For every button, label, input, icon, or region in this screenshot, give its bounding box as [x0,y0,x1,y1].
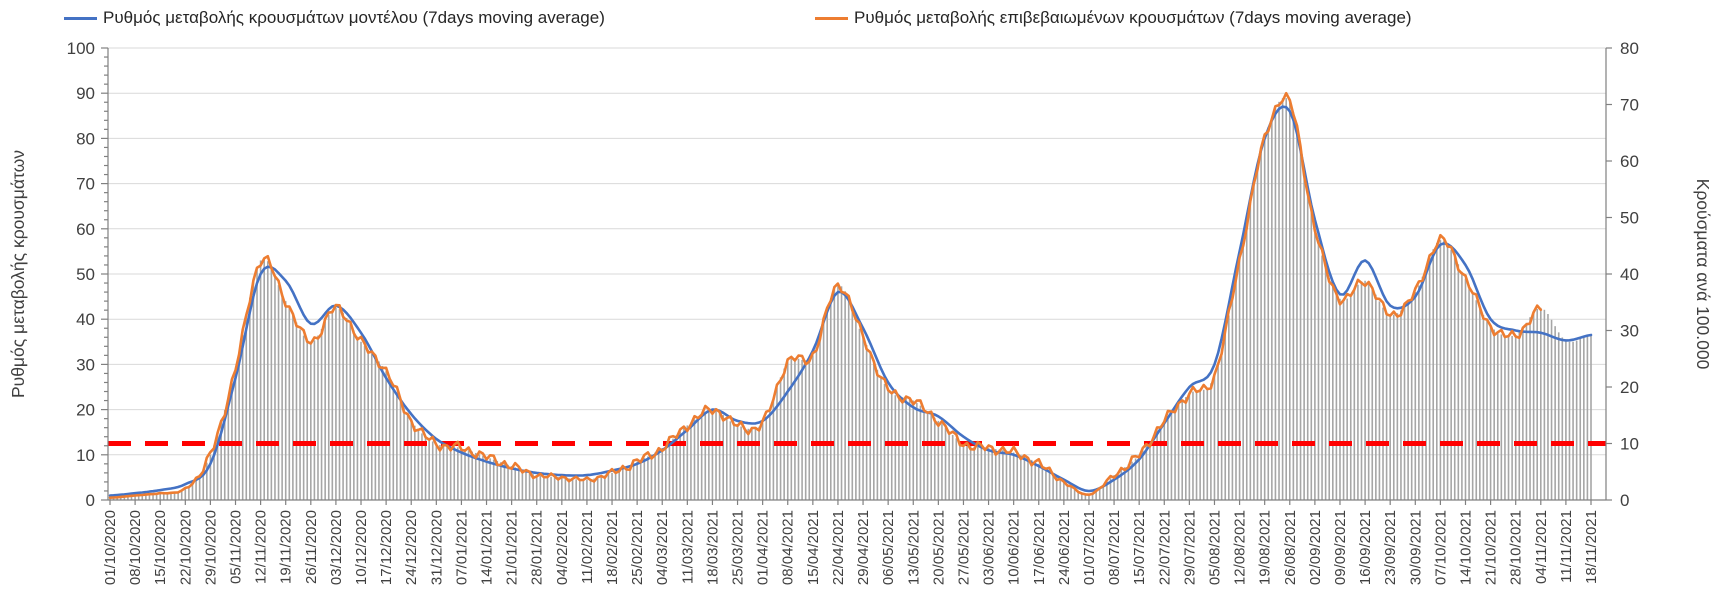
svg-text:28/01/2021: 28/01/2021 [529,510,546,585]
svg-text:40: 40 [1620,265,1639,284]
svg-text:17/06/2021: 17/06/2021 [1031,510,1048,585]
svg-text:30: 30 [1620,322,1639,341]
svg-text:12/08/2021: 12/08/2021 [1232,510,1249,585]
svg-text:26/08/2021: 26/08/2021 [1282,510,1299,585]
svg-text:11/02/2021: 11/02/2021 [579,510,596,584]
svg-text:30: 30 [76,355,95,374]
axis-titles: Ρυθμός μεταβολής κρουσμάτων Κρούσματα ανά… [8,150,1712,398]
svg-text:60: 60 [76,220,95,239]
svg-text:22/07/2021: 22/07/2021 [1156,510,1173,585]
svg-text:15/04/2021: 15/04/2021 [805,510,822,585]
svg-text:10/12/2020: 10/12/2020 [353,510,370,585]
svg-text:01/07/2021: 01/07/2021 [1081,510,1098,585]
svg-text:18/03/2021: 18/03/2021 [704,510,721,585]
bars-series [109,98,1592,501]
y-left-axis: 0 10 20 30 40 50 60 70 80 90 100 [67,39,108,510]
svg-text:16/09/2021: 16/09/2021 [1357,510,1374,585]
svg-text:50: 50 [76,265,95,284]
svg-text:21/01/2021: 21/01/2021 [504,510,521,585]
svg-text:40: 40 [76,310,95,329]
svg-text:20: 20 [76,401,95,420]
legend-label-model: Ρυθμός μεταβολής κρουσμάτων μοντέλου (7d… [103,8,605,27]
svg-text:15/07/2021: 15/07/2021 [1131,510,1148,585]
y-left-axis-title: Ρυθμός μεταβολής κρουσμάτων [8,150,28,398]
svg-text:23/09/2021: 23/09/2021 [1382,510,1399,585]
svg-text:08/07/2021: 08/07/2021 [1106,510,1123,585]
svg-text:10: 10 [76,446,95,465]
svg-text:25/03/2021: 25/03/2021 [730,510,747,585]
svg-text:19/08/2021: 19/08/2021 [1257,510,1274,585]
svg-text:10: 10 [1620,435,1639,454]
svg-text:01/10/2020: 01/10/2020 [102,510,119,585]
svg-text:22/04/2021: 22/04/2021 [830,510,847,585]
svg-text:70: 70 [76,175,95,194]
svg-text:29/07/2021: 29/07/2021 [1181,510,1198,585]
svg-text:04/02/2021: 04/02/2021 [554,510,571,585]
svg-text:30/09/2021: 30/09/2021 [1407,510,1424,585]
confirmed-line-swatch [815,16,848,20]
svg-text:26/11/2020: 26/11/2020 [303,510,320,584]
svg-text:0: 0 [1620,491,1629,510]
svg-text:15/10/2020: 15/10/2020 [152,510,169,585]
svg-text:20: 20 [1620,378,1639,397]
x-axis: 01/10/2020 08/10/2020 15/10/2020 22/10/2020… [102,500,1600,585]
svg-text:13/05/2021: 13/05/2021 [905,510,922,585]
model-line-swatch [64,16,97,20]
svg-text:14/10/2021: 14/10/2021 [1457,510,1474,585]
svg-text:01/04/2021: 01/04/2021 [755,510,772,585]
svg-text:09/09/2021: 09/09/2021 [1332,510,1349,585]
svg-text:10/06/2021: 10/06/2021 [1006,510,1023,585]
svg-text:31/12/2020: 31/12/2020 [428,510,445,585]
svg-text:50: 50 [1620,209,1639,228]
svg-text:29/10/2020: 29/10/2020 [202,510,219,585]
svg-text:17/12/2020: 17/12/2020 [378,510,395,585]
svg-text:27/05/2021: 27/05/2021 [955,510,972,585]
svg-text:21/10/2021: 21/10/2021 [1483,510,1500,585]
svg-text:80: 80 [1620,39,1639,58]
svg-text:100: 100 [67,39,95,58]
svg-text:70: 70 [1620,96,1639,115]
svg-text:11/11/2021: 11/11/2021 [1558,510,1575,583]
svg-text:12/11/2020: 12/11/2020 [253,510,270,584]
legend-item-model: Ρυθμός μεταβολής κρουσμάτων μοντέλου (7d… [64,8,605,28]
legend-item-confirmed: Ρυθμός μεταβολής επιβεβαιωμένων κρουσμάτ… [815,8,1412,28]
svg-text:25/02/2021: 25/02/2021 [629,510,646,585]
confirmed-line-series [108,91,1543,500]
svg-text:08/10/2020: 08/10/2020 [127,510,144,585]
svg-text:18/02/2021: 18/02/2021 [604,510,621,585]
svg-text:11/03/2021: 11/03/2021 [679,510,696,584]
svg-text:60: 60 [1620,152,1639,171]
svg-text:02/09/2021: 02/09/2021 [1307,510,1324,585]
svg-text:90: 90 [76,84,95,103]
svg-text:05/08/2021: 05/08/2021 [1206,510,1223,585]
svg-text:24/06/2021: 24/06/2021 [1056,510,1073,585]
svg-text:03/06/2021: 03/06/2021 [981,510,998,585]
svg-text:18/11/2021: 18/11/2021 [1583,510,1600,584]
svg-text:03/12/2020: 03/12/2020 [328,510,345,585]
svg-text:20/05/2021: 20/05/2021 [930,510,947,585]
svg-text:08/04/2021: 08/04/2021 [780,510,797,585]
svg-text:29/04/2021: 29/04/2021 [855,510,872,585]
svg-text:22/10/2020: 22/10/2020 [177,510,194,585]
legend-label-confirmed: Ρυθμός μεταβολής επιβεβαιωμένων κρουσμάτ… [854,8,1412,27]
svg-text:24/12/2020: 24/12/2020 [403,510,420,585]
svg-text:0: 0 [86,491,95,510]
svg-text:04/03/2021: 04/03/2021 [654,510,671,585]
svg-text:04/11/2021: 04/11/2021 [1533,510,1550,584]
svg-text:80: 80 [76,129,95,148]
y-right-axis-title: Κρούσματα ανά 100.000 [1693,179,1712,370]
svg-text:28/10/2021: 28/10/2021 [1508,510,1525,585]
y-right-axis: 0 10 20 30 40 50 60 70 80 [1606,39,1639,510]
svg-text:19/11/2020: 19/11/2020 [278,510,295,584]
svg-text:07/01/2021: 07/01/2021 [453,510,470,585]
svg-text:06/05/2021: 06/05/2021 [880,510,897,585]
svg-text:14/01/2021: 14/01/2021 [479,510,496,585]
svg-text:07/10/2021: 07/10/2021 [1432,510,1449,585]
svg-text:05/11/2020: 05/11/2020 [228,510,245,584]
